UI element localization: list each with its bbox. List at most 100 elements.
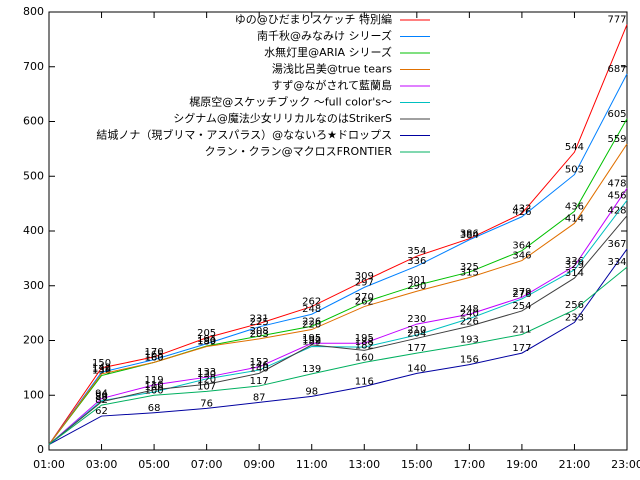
data-label: 140 <box>407 363 426 374</box>
x-tick-label: 09:00 <box>243 458 275 471</box>
y-tick-label: 400 <box>23 224 44 237</box>
legend-label: シグナム@魔法少女リリカルなのはStrikerS <box>173 111 392 125</box>
series-line <box>48 248 628 445</box>
data-label: 88 <box>95 392 108 403</box>
y-tick-label: 100 <box>23 388 44 401</box>
data-label: 231 <box>250 314 269 325</box>
data-label: 188 <box>355 337 374 348</box>
x-tick-label: 11:00 <box>296 458 328 471</box>
data-label: 119 <box>145 375 164 386</box>
plot-frame <box>48 11 628 451</box>
series-line <box>48 215 628 445</box>
y-tick-label: 700 <box>23 60 44 73</box>
data-label: 160 <box>145 352 164 363</box>
series-line <box>48 73 628 445</box>
data-label: 100 <box>145 385 164 396</box>
data-label: 414 <box>565 213 584 224</box>
y-tick-label: 200 <box>23 334 44 347</box>
y-tick-label: 500 <box>23 169 44 182</box>
data-label: 544 <box>565 142 584 153</box>
legend-label: 湯浅比呂美@true tears <box>272 63 392 76</box>
series-line <box>48 24 628 445</box>
data-label: 160 <box>355 352 374 363</box>
data-label: 120 <box>197 374 216 385</box>
data-label: 315 <box>460 268 479 279</box>
data-label: 354 <box>407 246 426 257</box>
data-label: 82 <box>95 395 108 406</box>
x-tick-label: 15:00 <box>401 458 433 471</box>
data-label: 136 <box>92 366 111 377</box>
data-label: 160 <box>145 352 164 363</box>
data-label: 90 <box>95 391 108 402</box>
data-label: 432 <box>512 203 531 214</box>
x-tick-label: 03:00 <box>86 458 118 471</box>
data-label: 76 <box>200 398 213 409</box>
data-label: 325 <box>460 262 479 273</box>
x-tick-label: 07:00 <box>191 458 223 471</box>
data-label: 205 <box>197 328 216 339</box>
data-label: 194 <box>197 334 216 345</box>
data-label: 364 <box>512 241 531 252</box>
data-label: 177 <box>512 343 531 354</box>
legend-label: クラン・クラン@マクロスFRONTIER <box>205 145 393 158</box>
data-label: 605 <box>607 109 626 120</box>
data-label: 139 <box>92 364 111 375</box>
data-label: 117 <box>250 376 269 387</box>
data-label: 456 <box>607 190 626 201</box>
data-label: 87 <box>253 392 266 403</box>
series-line <box>48 200 628 445</box>
data-label: 230 <box>407 314 426 325</box>
x-tick-label: 21:00 <box>559 458 591 471</box>
legend-label: すず@ながされて藍蘭島 <box>271 78 392 92</box>
data-label: 248 <box>302 304 321 315</box>
series-line <box>48 118 628 445</box>
data-label: 336 <box>407 256 426 267</box>
data-label: 384 <box>460 230 479 241</box>
data-label: 276 <box>512 289 531 300</box>
data-label: 130 <box>197 369 216 380</box>
data-label: 226 <box>460 316 479 327</box>
data-label: 140 <box>250 363 269 374</box>
data-label: 189 <box>302 337 321 348</box>
data-label: 426 <box>512 207 531 218</box>
x-tick-label: 05:00 <box>138 458 170 471</box>
data-label: 156 <box>460 355 479 366</box>
y-tick-label: 600 <box>23 115 44 128</box>
data-label: 225 <box>250 317 269 328</box>
data-label: 220 <box>302 320 321 331</box>
data-label: 150 <box>92 358 111 369</box>
data-label: 208 <box>250 326 269 337</box>
data-label: 334 <box>607 257 626 268</box>
data-label: 203 <box>250 329 269 340</box>
data-label: 192 <box>302 335 321 346</box>
data-label: 94 <box>95 389 108 400</box>
data-label: 301 <box>407 275 426 286</box>
data-label: 68 <box>148 403 161 414</box>
data-label: 279 <box>512 287 531 298</box>
data-label: 193 <box>460 334 479 345</box>
data-label: 177 <box>407 343 426 354</box>
data-label: 204 <box>407 328 426 339</box>
data-label: 262 <box>355 297 374 308</box>
data-label: 270 <box>355 292 374 303</box>
data-label: 248 <box>460 304 479 315</box>
data-label: 367 <box>607 239 626 250</box>
x-tick-label: 13:00 <box>348 458 380 471</box>
data-label: 428 <box>607 206 626 217</box>
data-label: 98 <box>305 386 318 397</box>
data-label: 336 <box>565 256 584 267</box>
data-label: 190 <box>197 336 216 347</box>
data-label: 687 <box>607 64 626 75</box>
legend-label: 梶原空@スケッチブック ～full color's～ <box>189 95 392 109</box>
series-line <box>48 188 628 445</box>
y-tick-label: 0 <box>37 443 44 456</box>
data-label: 314 <box>565 268 584 279</box>
legend-label: 結城ノナ（現ブリマ・アスパラス）@なないろ★ドロップス <box>96 128 392 142</box>
data-label: 254 <box>512 301 531 312</box>
x-tick-label: 23:00 <box>611 458 640 471</box>
data-label: 777 <box>607 15 626 26</box>
data-label: 106 <box>145 382 164 393</box>
series-line <box>48 266 628 445</box>
y-tick-label: 300 <box>23 279 44 292</box>
